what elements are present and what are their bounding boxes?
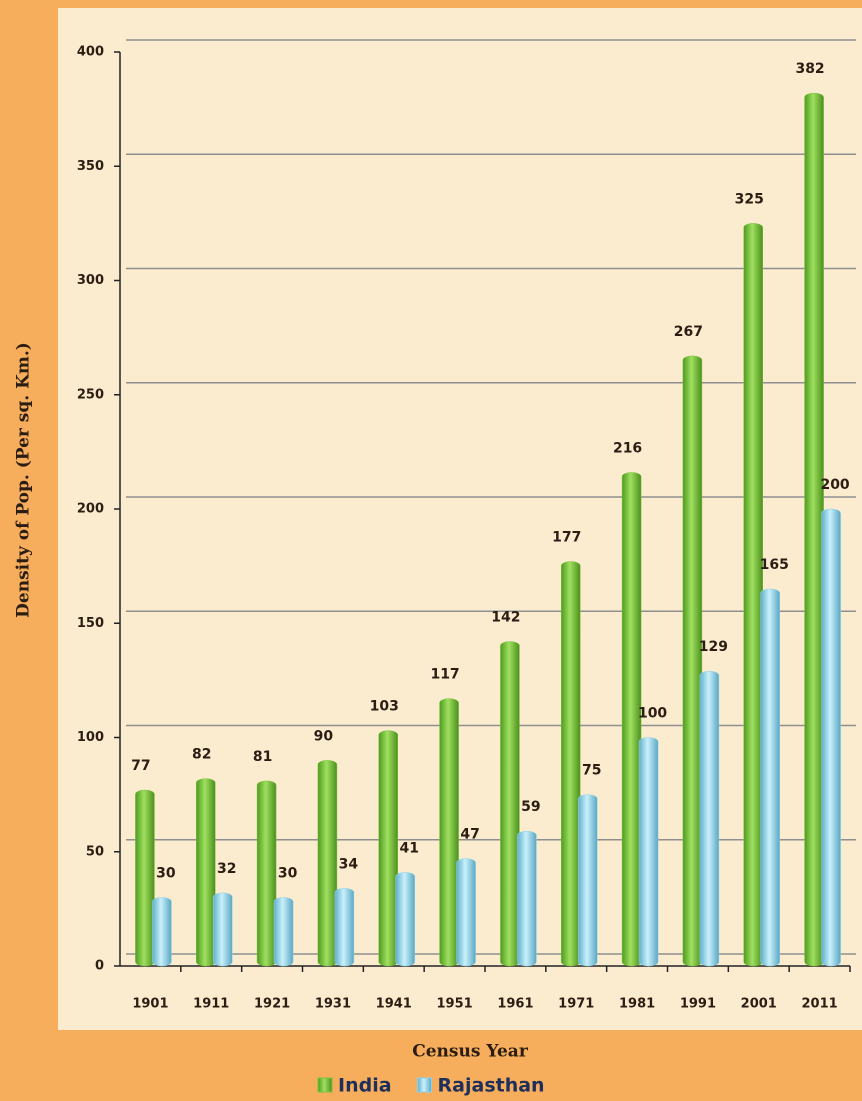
- bar: [699, 670, 720, 967]
- legend-label: Rajasthan: [438, 1075, 545, 1097]
- x-tick-label: 1921: [254, 997, 290, 1012]
- x-tick-label: 2011: [801, 997, 837, 1012]
- value-label: 75: [582, 763, 601, 779]
- legend-swatch: [417, 1077, 433, 1093]
- bar: [638, 737, 659, 967]
- bar: [804, 92, 824, 967]
- value-label: 90: [314, 728, 334, 744]
- bar: [152, 897, 172, 967]
- x-tick-label: 1931: [315, 997, 351, 1012]
- bar: [213, 892, 233, 967]
- bar: [256, 780, 277, 967]
- bar: [317, 760, 338, 967]
- x-tick-label: 1961: [497, 997, 533, 1012]
- y-tick-label: 400: [77, 45, 104, 60]
- value-label: 200: [820, 477, 849, 493]
- y-tick-label: 300: [77, 273, 104, 288]
- x-tick-label: 1971: [558, 997, 594, 1012]
- bar: [743, 223, 763, 967]
- value-label: 165: [760, 557, 789, 573]
- x-axis-title: Census Year: [412, 1042, 529, 1062]
- value-label: 82: [192, 747, 211, 763]
- x-tick-label: 1901: [132, 997, 168, 1012]
- value-label: 325: [735, 191, 764, 207]
- y-tick-label: 0: [95, 959, 104, 974]
- value-label: 32: [217, 861, 236, 877]
- legend-label: India: [338, 1075, 392, 1097]
- bar: [621, 472, 642, 967]
- bar: [334, 888, 355, 967]
- value-label: 59: [521, 799, 540, 815]
- value-label: 77: [131, 758, 150, 774]
- x-tick-label: 1981: [619, 997, 655, 1012]
- value-label: 117: [430, 667, 459, 683]
- x-tick-label: 1911: [193, 997, 229, 1012]
- value-label: 382: [795, 61, 824, 77]
- y-axis-title: Density of Pop. (Per sq. Km.): [14, 342, 34, 618]
- y-tick-label: 250: [77, 387, 104, 402]
- bar: [682, 355, 703, 967]
- x-tick-label: 2001: [741, 997, 777, 1012]
- legend-swatch: [317, 1077, 333, 1093]
- bar: [500, 641, 520, 967]
- x-tick-label: 1951: [436, 997, 472, 1012]
- y-tick-label: 50: [86, 844, 104, 859]
- x-tick-label: 1941: [376, 997, 412, 1012]
- bar: [561, 561, 581, 967]
- bar: [196, 778, 216, 967]
- value-label: 30: [156, 865, 176, 881]
- y-tick-label: 150: [77, 616, 104, 631]
- y-tick-label: 350: [77, 159, 104, 174]
- value-label: 216: [613, 440, 642, 456]
- bar: [578, 794, 598, 967]
- value-label: 41: [400, 840, 419, 856]
- value-label: 129: [699, 639, 728, 655]
- value-label: 100: [638, 706, 667, 722]
- value-label: 81: [253, 749, 272, 765]
- bar: [456, 858, 476, 967]
- y-tick-label: 100: [77, 730, 104, 745]
- bar: [135, 789, 155, 967]
- bar: [517, 830, 537, 967]
- value-label: 142: [491, 610, 520, 626]
- bar: [760, 588, 780, 967]
- bar: [821, 508, 841, 967]
- bar: [273, 897, 294, 967]
- bar: [439, 698, 459, 967]
- value-label: 34: [339, 856, 359, 872]
- value-label: 267: [674, 324, 703, 340]
- value-label: 47: [460, 827, 479, 843]
- y-tick-label: 200: [77, 502, 104, 517]
- x-tick-label: 1991: [680, 997, 716, 1012]
- bar: [378, 730, 398, 967]
- value-label: 177: [552, 530, 581, 546]
- value-label: 30: [278, 865, 298, 881]
- bar: [395, 872, 415, 967]
- value-label: 103: [370, 699, 399, 715]
